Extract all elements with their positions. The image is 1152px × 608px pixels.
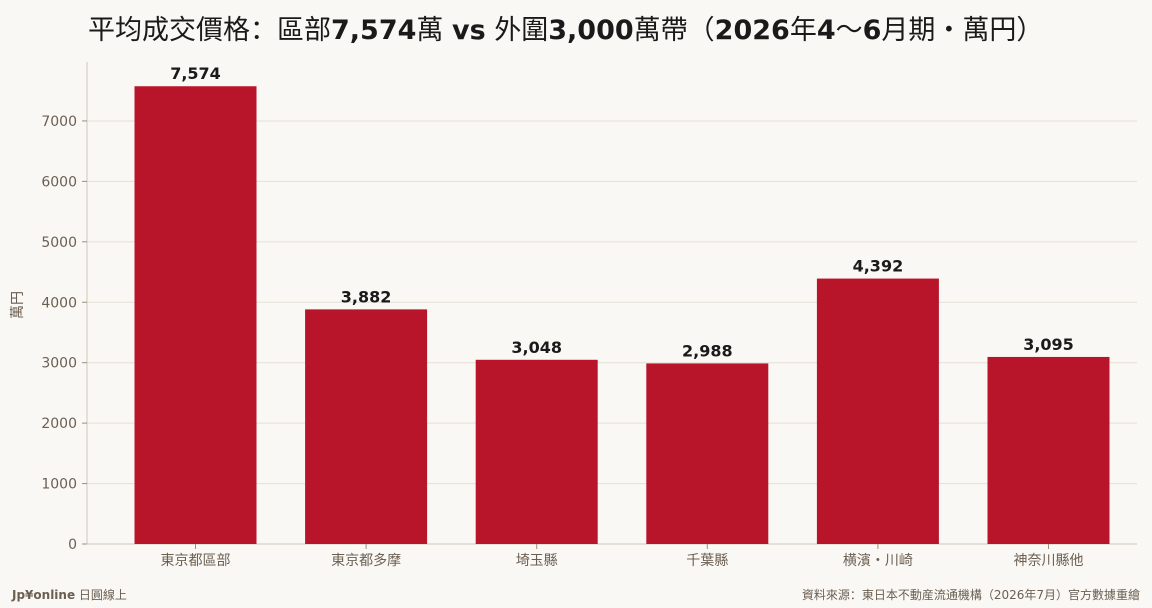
bar — [134, 86, 257, 545]
title-part1: 平均成交價格：區部 — [88, 15, 331, 46]
title-part12: 6 — [862, 15, 882, 46]
axes — [86, 62, 1137, 545]
title-part10: 4 — [816, 15, 836, 46]
title-part3: 萬 — [416, 15, 452, 46]
y-ticks: 0 1000 2000 3000 4000 5000 6000 7000 — [41, 114, 87, 553]
bars — [134, 86, 1110, 545]
bar-value-label: 4,392 — [853, 257, 904, 276]
bar — [816, 278, 939, 544]
value-labels: 7,574 3,882 3,048 2,988 4,392 3,095 — [170, 64, 1074, 360]
y-tick-label: 0 — [68, 537, 77, 553]
title-part13: 月期・萬円） — [881, 15, 1044, 46]
y-tick-label: 3000 — [41, 356, 77, 372]
x-tick-label: 埼玉縣 — [516, 553, 558, 569]
bar — [475, 359, 598, 544]
y-tick-label: 1000 — [41, 477, 77, 493]
title-part2: 7,574 — [331, 15, 417, 46]
y-tick-label: 2000 — [41, 416, 77, 432]
y-tick-label: 4000 — [41, 295, 77, 311]
x-ticks: 東京都區部 東京都多摩 埼玉縣 千葉縣 横濱・川崎 神奈川縣他 — [161, 544, 1084, 569]
bar — [646, 363, 769, 544]
title-part4: vs — [452, 15, 486, 46]
brand-footer: Jp¥online 日圓線上 — [12, 586, 127, 603]
grid-lines — [87, 120, 1137, 485]
bar — [305, 309, 428, 544]
bar-value-label: 3,095 — [1023, 335, 1074, 354]
y-axis-label: 萬円 — [10, 291, 26, 319]
chart-title: 平均成交價格：區部7,574萬 vs 外圍3,000萬帶（2026年4〜6月期・… — [88, 8, 1043, 47]
y-tick-label: 5000 — [41, 235, 77, 251]
title-part9: 年 — [789, 15, 817, 46]
title-part7: 萬帶（ — [633, 15, 715, 46]
y-tick-label: 6000 — [41, 174, 77, 190]
x-tick-label: 東京都區部 — [161, 553, 231, 569]
brand-name: Jp¥online — [12, 588, 76, 602]
title-part5: 外圍 — [485, 15, 549, 46]
bar-value-label: 7,574 — [170, 64, 221, 83]
source-note: 資料來源：東日本不動産流通機構（2026年7月）官方數據重繪 — [801, 588, 1140, 602]
title-part6: 3,000 — [548, 15, 634, 46]
bar-value-label: 3,882 — [341, 287, 392, 306]
title-part11: 〜 — [835, 15, 863, 46]
bar-value-label: 2,988 — [682, 341, 733, 360]
brand-suffix: 日圓線上 — [75, 588, 127, 602]
x-tick-label: 横濱・川崎 — [843, 553, 913, 569]
x-tick-label: 千葉縣 — [686, 553, 728, 569]
bar — [987, 356, 1110, 544]
x-tick-label: 東京都多摩 — [331, 552, 401, 569]
title-part8: 2026 — [714, 15, 790, 46]
x-tick-label: 神奈川縣他 — [1014, 553, 1084, 569]
y-tick-label: 7000 — [41, 114, 77, 130]
bar-value-label: 3,048 — [511, 338, 562, 357]
